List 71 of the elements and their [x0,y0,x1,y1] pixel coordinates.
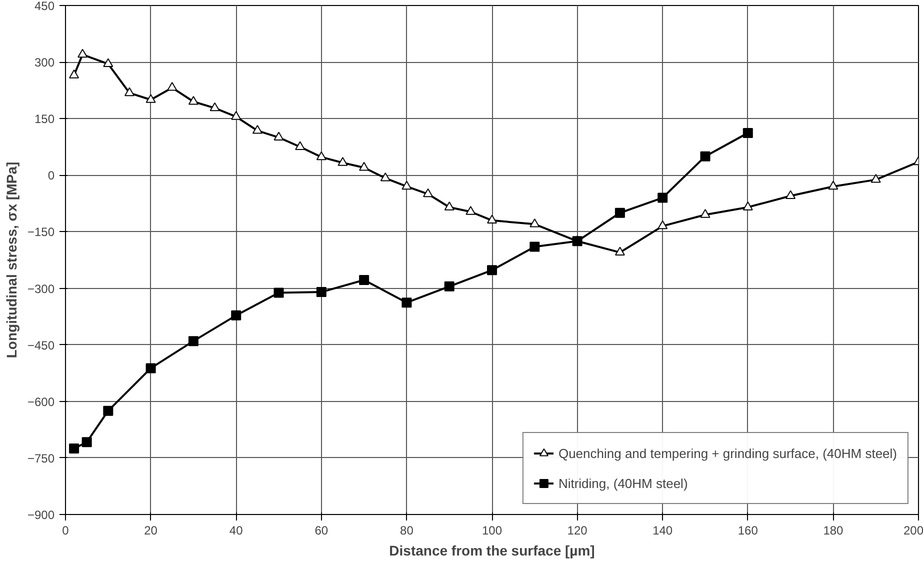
point [316,287,326,298]
x-tick-label: 120 [567,524,588,538]
point [69,444,80,454]
point [146,94,156,103]
point [742,128,753,138]
legend-label: Nitriding, (40HM steel) [558,476,689,490]
point [444,202,454,210]
point [786,190,796,199]
y-tick-label: −900 [27,508,55,522]
point [700,151,710,162]
x-tick-label: 100 [482,524,502,538]
point [700,209,710,218]
point [188,336,198,346]
point [423,188,434,198]
point [870,174,881,183]
x-tick-label: 180 [823,524,844,538]
point [530,218,540,228]
point [124,87,134,96]
x-tick-label: 160 [738,524,758,538]
x-tick-label: 200 [903,524,923,538]
y-tick-label: −750 [27,451,55,466]
y-axis-title: Longitudinal stress, σx [MPa] [3,162,20,358]
point [295,141,306,150]
point [614,246,625,256]
point [188,96,198,105]
legend-label: Quenching and tempering + grinding surface, (40HM steel) [558,446,897,460]
point [742,202,753,210]
y-tick-label: −150 [27,225,55,240]
y-tick-label: 450 [34,0,55,13]
x-tick-label: 0 [62,524,70,538]
point [146,363,156,374]
y-tick-label: 0 [48,168,55,183]
point [210,102,220,112]
y-tick-label: −600 [27,394,55,409]
point [78,48,88,58]
point [231,111,242,120]
x-tick-label: 140 [652,524,673,538]
point [359,162,370,171]
y-tick-label: 300 [34,56,55,70]
point [231,310,242,320]
point [444,281,454,292]
point [359,274,370,285]
point [274,288,284,298]
point [380,172,390,182]
x-axis-title: Distance from the surface [µm] [389,542,595,558]
x-tick-label: 80 [400,524,414,538]
point [402,180,412,190]
point [487,265,497,276]
point [103,406,114,416]
y-tick-label: −450 [27,338,55,352]
point [614,208,625,218]
point [82,437,92,448]
point [252,124,262,134]
x-tick-label: 60 [314,524,328,538]
point [274,132,284,141]
point [828,180,838,190]
y-tick-label: 150 [34,112,55,126]
x-tick-label: 40 [229,524,244,538]
point [69,70,80,78]
point [487,214,497,224]
point [658,220,668,230]
point [338,157,348,166]
point [316,151,326,160]
point [103,58,114,68]
point [167,82,178,91]
point [402,298,412,308]
y-tick-label: −300 [27,282,55,296]
point [530,242,540,252]
point [658,192,668,203]
x-tick-label: 20 [144,524,158,538]
point [466,206,476,215]
